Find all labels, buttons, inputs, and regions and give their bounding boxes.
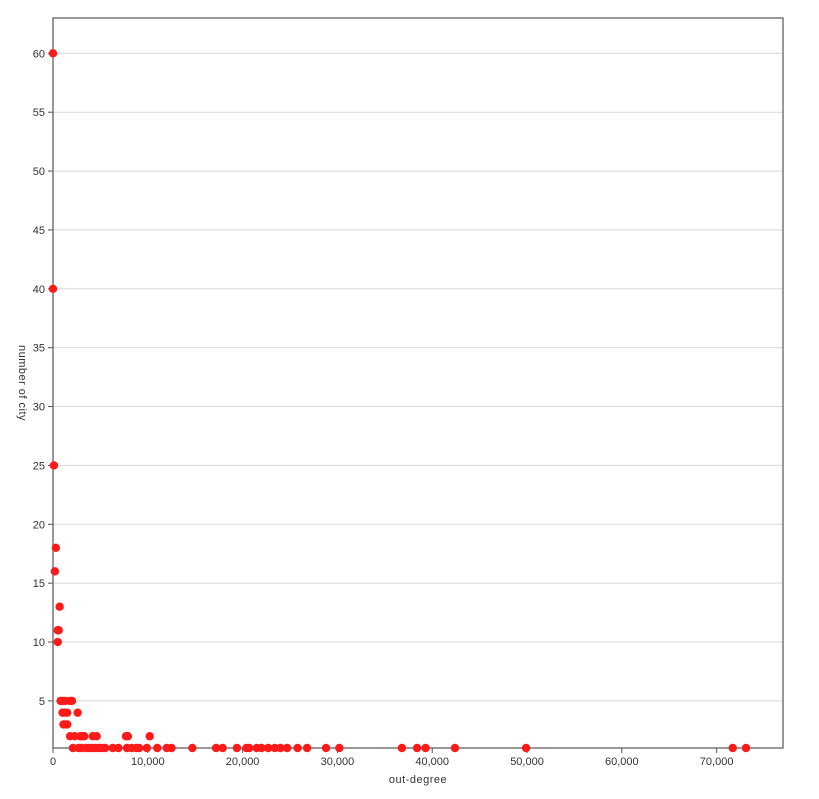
- data-point: [135, 743, 144, 753]
- data-point: [50, 567, 60, 576]
- x-tick-label: 60,000: [605, 756, 639, 768]
- data-point: [282, 743, 292, 753]
- data-point: [302, 743, 312, 753]
- y-tick-label: 5: [39, 696, 45, 708]
- data-point: [48, 49, 58, 58]
- y-tick-label: 20: [33, 519, 45, 531]
- x-tick-label: 40,000: [415, 756, 449, 768]
- y-axis-label: number of city: [16, 345, 28, 421]
- data-point: [728, 743, 737, 753]
- data-point: [80, 732, 89, 741]
- y-tick-label: 15: [33, 578, 45, 590]
- data-point: [450, 743, 460, 753]
- plot-frame: [52, 17, 784, 749]
- data-point: [63, 720, 72, 729]
- data-point: [73, 708, 82, 717]
- data-point: [293, 743, 302, 753]
- y-tick-label: 10: [33, 637, 45, 649]
- x-tick-label: 70,000: [700, 756, 734, 768]
- data-point: [412, 743, 422, 753]
- y-axis-ticks: 5 10 15 20 25 30 35 40 45 50 55 60: [33, 48, 53, 708]
- gridlines: [53, 52, 783, 702]
- data-point: [741, 743, 751, 753]
- data-point: [67, 696, 77, 706]
- data-point: [49, 461, 59, 470]
- data-point: [153, 743, 162, 753]
- data-point: [421, 743, 430, 753]
- data-point: [211, 743, 221, 753]
- data-point: [48, 284, 58, 294]
- data-point: [245, 743, 254, 753]
- y-tick-label: 35: [33, 343, 45, 355]
- y-tick-label: 60: [33, 48, 45, 60]
- x-tick-label: 50,000: [510, 756, 544, 768]
- data-point: [123, 732, 133, 741]
- data-point: [257, 743, 266, 753]
- data-point: [335, 743, 344, 753]
- data-point: [321, 743, 331, 753]
- data-point: [51, 543, 61, 553]
- data-point: [55, 602, 64, 611]
- x-tick-label: 10,000: [131, 756, 165, 768]
- y-tick-label: 55: [33, 107, 45, 119]
- data-point: [397, 743, 407, 753]
- data-point: [53, 637, 62, 647]
- data-points: [48, 49, 751, 753]
- y-tick-label: 50: [33, 166, 45, 178]
- y-tick-label: 30: [33, 402, 45, 414]
- data-point: [63, 708, 72, 717]
- y-tick-label: 45: [33, 225, 45, 237]
- x-axis-label: out-degree: [389, 774, 447, 786]
- data-point: [188, 743, 197, 753]
- data-point: [232, 743, 242, 753]
- data-point: [521, 743, 531, 753]
- x-tick-label: 30,000: [321, 756, 355, 768]
- data-point: [167, 743, 176, 753]
- data-point: [114, 743, 123, 753]
- data-point: [142, 743, 152, 753]
- x-axis-ticks: 0 10,000 20,000 30,000 40,000 50,000 60,000 70,…: [50, 748, 734, 768]
- data-point: [218, 743, 227, 753]
- data-point: [100, 743, 110, 753]
- y-tick-label: 25: [33, 460, 45, 472]
- x-tick-label: 0: [50, 756, 56, 768]
- x-tick-label: 20,000: [226, 756, 260, 768]
- data-point: [54, 626, 63, 635]
- y-tick-label: 40: [33, 284, 45, 296]
- data-point: [264, 743, 273, 753]
- plot-border: [52, 17, 784, 749]
- data-point: [145, 732, 154, 741]
- data-point: [276, 743, 285, 753]
- data-point: [92, 732, 101, 741]
